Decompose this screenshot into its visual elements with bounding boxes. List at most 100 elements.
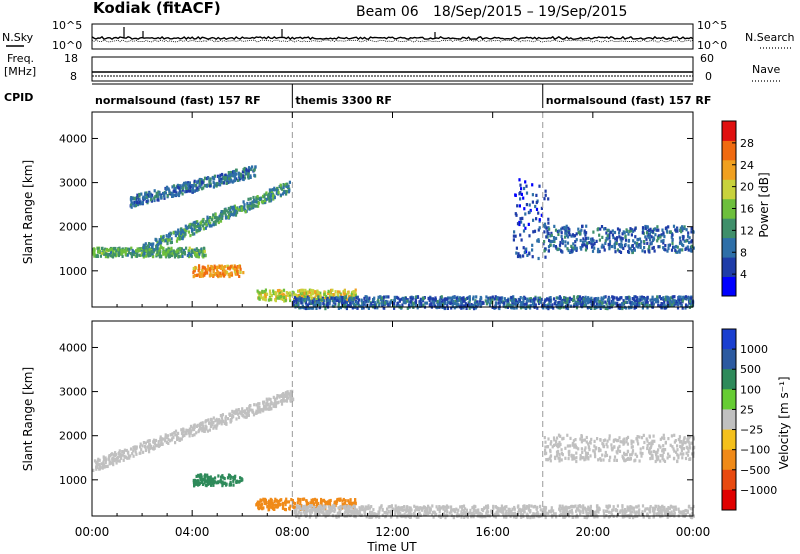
heatmap-cell xyxy=(403,298,406,302)
heatmap-cell xyxy=(202,179,205,183)
heatmap-cell xyxy=(574,240,577,244)
heatmap-cell xyxy=(615,238,618,243)
heatmap-cell xyxy=(575,509,578,513)
heatmap-cell xyxy=(373,513,376,517)
heatmap-cell xyxy=(536,306,539,310)
heatmap-cell xyxy=(604,306,607,310)
heatmap-cell xyxy=(396,304,399,308)
heatmap-cell xyxy=(341,297,344,301)
heatmap-cell xyxy=(590,306,593,310)
heatmap-cell xyxy=(648,304,651,308)
heatmap-cell xyxy=(371,510,374,515)
heatmap-cell xyxy=(587,505,590,509)
heatmap-cell xyxy=(282,192,285,196)
heatmap-cell xyxy=(648,235,651,239)
heatmap-cell xyxy=(310,297,313,301)
heatmap-cell xyxy=(223,265,226,269)
heatmap-cell xyxy=(577,297,580,301)
heatmap-cell xyxy=(467,303,470,307)
heatmap-cell xyxy=(164,433,167,437)
heatmap-cell xyxy=(195,482,198,486)
heatmap-cell xyxy=(210,224,213,228)
heatmap-cell xyxy=(637,504,640,508)
heatmap-cell xyxy=(327,291,330,296)
heatmap-cell xyxy=(272,197,275,201)
heatmap-cell xyxy=(278,288,281,293)
heatmap-cell xyxy=(92,468,95,472)
noise-right-tick-top: 10^5 xyxy=(697,19,727,32)
heatmap-cell xyxy=(544,255,547,259)
heatmap-cell xyxy=(512,515,516,519)
heatmap-cell xyxy=(554,228,558,232)
heatmap-cell xyxy=(269,397,272,402)
heatmap-cell xyxy=(164,435,167,439)
colorbar-tick-label: 12 xyxy=(740,224,754,237)
heatmap-cell xyxy=(126,253,129,257)
heatmap-cell xyxy=(269,402,272,406)
heatmap-cell xyxy=(184,224,187,228)
heatmap-cell xyxy=(156,242,159,247)
heatmap-cell xyxy=(409,510,412,514)
heatmap-cell xyxy=(529,208,532,213)
heatmap-cell xyxy=(621,515,624,519)
heatmap-cell xyxy=(517,252,520,256)
heatmap-cell xyxy=(692,246,695,250)
heatmap-cell xyxy=(198,264,201,268)
heatmap-cell xyxy=(219,215,222,219)
heatmap-cell xyxy=(189,431,192,435)
colorbar-tick-label: 8 xyxy=(740,246,747,259)
heatmap-cell xyxy=(678,510,681,514)
cpid-segment-label: themis 3300 RF xyxy=(295,94,392,107)
heatmap-cell xyxy=(115,457,119,461)
heatmap-cell xyxy=(671,233,674,237)
heatmap-cell xyxy=(326,296,329,300)
heatmap-cell xyxy=(263,297,266,301)
heatmap-cell xyxy=(667,246,670,251)
heatmap-cell xyxy=(542,507,545,511)
heatmap-cell xyxy=(200,474,203,478)
heatmap-cell xyxy=(543,197,546,201)
heatmap-cell xyxy=(351,306,354,310)
heatmap-cell xyxy=(687,248,690,252)
heatmap-cell xyxy=(671,295,674,299)
heatmap-cell xyxy=(222,265,225,269)
heatmap-cell xyxy=(289,389,292,394)
heatmap-cell xyxy=(253,173,256,177)
heatmap-cell xyxy=(358,506,361,510)
heatmap-cell xyxy=(232,483,235,487)
heatmap-cell xyxy=(561,226,564,230)
heatmap-cell xyxy=(99,254,102,258)
heatmap-cell xyxy=(196,254,199,258)
heatmap-cell xyxy=(168,251,171,255)
heatmap-cell xyxy=(108,461,111,465)
heatmap-cell xyxy=(210,417,213,421)
heatmap-cell xyxy=(442,507,445,511)
heatmap-cell xyxy=(406,508,410,512)
heatmap-cell xyxy=(105,247,109,252)
heatmap-cell xyxy=(249,175,252,179)
heatmap-cell xyxy=(196,225,199,229)
heatmap-cell xyxy=(195,184,198,188)
heatmap-cell xyxy=(299,501,302,505)
heatmap-cell xyxy=(672,224,676,228)
heatmap-cell xyxy=(129,447,133,451)
frequency-panel: Freq. [MHz] 18 8 60 0 Nave xyxy=(4,52,782,83)
heatmap-cell xyxy=(173,431,176,435)
heatmap-cell xyxy=(212,416,215,420)
heatmap-cell xyxy=(139,445,142,449)
heatmap-cell xyxy=(269,407,272,411)
heatmap-cell xyxy=(258,297,261,301)
heatmap-cell xyxy=(148,450,151,454)
heatmap-cell xyxy=(604,241,607,245)
heatmap-cell xyxy=(419,297,422,301)
heatmap-cell xyxy=(220,414,223,418)
heatmap-cell xyxy=(511,301,514,305)
colorbar-swatch xyxy=(722,179,736,200)
heatmap-cell xyxy=(630,510,633,514)
heatmap-cell xyxy=(288,293,292,297)
heatmap-cell xyxy=(357,298,360,302)
heatmap-cell xyxy=(677,298,680,302)
heatmap-cell xyxy=(565,298,568,302)
heatmap-cell xyxy=(279,186,283,190)
heatmap-cell xyxy=(676,245,679,249)
